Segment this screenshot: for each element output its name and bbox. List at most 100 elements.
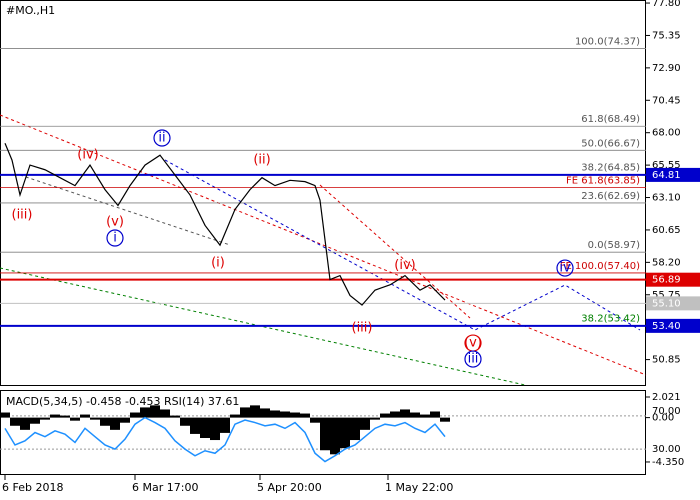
macd-bar	[210, 417, 220, 441]
macd-bar	[220, 417, 230, 433]
macd-bar	[410, 412, 420, 418]
y-tick-label: 2.021	[652, 392, 681, 403]
macd-bar	[430, 411, 440, 418]
macd-bar	[140, 407, 150, 418]
trend-line	[319, 184, 471, 319]
macd-bar	[90, 417, 100, 420]
macd-bar	[350, 417, 360, 441]
y-tick-label: 55.75	[652, 290, 681, 301]
wave-label: (v)	[106, 215, 124, 230]
fib-label: 50.0(66.67)	[581, 138, 640, 149]
wave-label: (ii)	[253, 153, 270, 168]
price-box-label: 53.40	[652, 321, 681, 332]
wave-label: (iii)	[352, 320, 373, 335]
macd-bar	[50, 414, 60, 418]
macd-bar	[120, 417, 130, 423]
macd-bar	[170, 415, 180, 418]
macd-bar	[70, 417, 80, 421]
macd-bar	[110, 417, 120, 430]
y-tick-label: 60.65	[652, 225, 681, 236]
indicator-title: MACD(5,34,5) -0.458 -0.453 RSI(14) 37.61	[6, 395, 239, 408]
wave-circle	[153, 129, 171, 147]
macd-bar	[80, 414, 90, 418]
x-tick-label: 6 Feb 2018	[2, 481, 63, 494]
rsi-line	[4, 416, 446, 463]
price-box-label: 56.89	[652, 275, 681, 286]
fib-label: FE 61.8(63.85)	[566, 176, 640, 187]
macd-bar	[290, 412, 300, 418]
macd-bar	[390, 411, 400, 418]
sub-frame	[0, 390, 646, 475]
wave-label: ii	[158, 130, 165, 145]
fib-label: 23.6(62.69)	[581, 191, 640, 202]
fib-label: 61.8(68.49)	[581, 114, 640, 125]
macd-bar	[380, 413, 390, 418]
y2-tick-label: 70.00	[652, 406, 681, 417]
macd-bar	[420, 414, 430, 418]
fib-label: FE 100.0(57.40)	[560, 261, 640, 272]
wave-label: (iii)	[12, 207, 33, 222]
y-tick-label: 65.55	[652, 160, 681, 171]
fib-label: 38.2(53.42)	[581, 314, 640, 325]
macd-bar	[320, 417, 330, 451]
fib-label: 100.0(74.37)	[575, 36, 640, 47]
macd-bar	[10, 417, 20, 426]
price-box	[646, 296, 700, 311]
y-tick-label: 50.85	[652, 355, 681, 366]
y-tick-label: -4.350	[652, 457, 684, 468]
macd-bar	[180, 417, 190, 426]
wave-label: iv	[559, 261, 571, 276]
y-tick-label: 58.20	[652, 257, 681, 268]
y-tick-label: 68.00	[652, 128, 681, 139]
y-tick-label: 72.90	[652, 63, 681, 74]
macd-bar	[330, 417, 340, 455]
fib-label: 0.0(58.97)	[588, 240, 640, 251]
macd-bar	[30, 417, 40, 424]
macd-bar	[20, 417, 30, 430]
macd-bar	[280, 411, 290, 418]
trend-line	[0, 114, 647, 376]
wave-label: (v)	[464, 336, 482, 351]
macd-bar	[400, 409, 410, 418]
price-box-label: 55.10	[652, 298, 681, 309]
macd-bar	[150, 405, 160, 418]
macd-bar	[270, 410, 280, 418]
price-box	[646, 272, 700, 287]
macd-bar	[360, 417, 370, 430]
y-tick-label: 77.80	[652, 0, 681, 9]
y-tick-label: 70.45	[652, 95, 681, 106]
y2-tick-label: 30.00	[652, 444, 681, 455]
y-tick-label: 63.10	[652, 193, 681, 204]
trend-lines	[0, 114, 647, 386]
chart-title: #MO.,H1	[6, 4, 55, 17]
macd-bar	[440, 417, 450, 422]
main-frame	[0, 0, 646, 386]
macd-bar	[100, 417, 110, 426]
price-box-label: 64.81	[652, 170, 681, 181]
macd-bar	[340, 417, 350, 449]
macd-bar	[200, 417, 210, 439]
wave-label: (iv)	[394, 258, 415, 273]
macd-bar	[260, 408, 270, 418]
x-tick-label: 6 Mar 17:00	[132, 481, 198, 494]
macd-bar	[310, 417, 320, 423]
price-box	[646, 318, 700, 333]
price-line	[4, 143, 446, 306]
macd-bar	[250, 405, 260, 418]
x-tick-label: 5 Apr 20:00	[257, 481, 322, 494]
forecast-line	[164, 159, 641, 331]
x-tick-label: 1 May 22:00	[385, 481, 453, 494]
macd-bar	[370, 417, 380, 420]
wave-label: iii	[468, 352, 479, 367]
wave-label: i	[113, 231, 117, 246]
trend-line	[19, 174, 231, 246]
macd-bar	[230, 414, 240, 418]
price-box	[646, 167, 700, 182]
wave-circle	[464, 350, 482, 368]
macd-bar	[130, 412, 140, 418]
macd-bar	[60, 415, 70, 418]
y-tick-label: 0.00	[652, 413, 674, 424]
macd-bar	[300, 413, 310, 418]
wave-circle	[556, 259, 574, 277]
